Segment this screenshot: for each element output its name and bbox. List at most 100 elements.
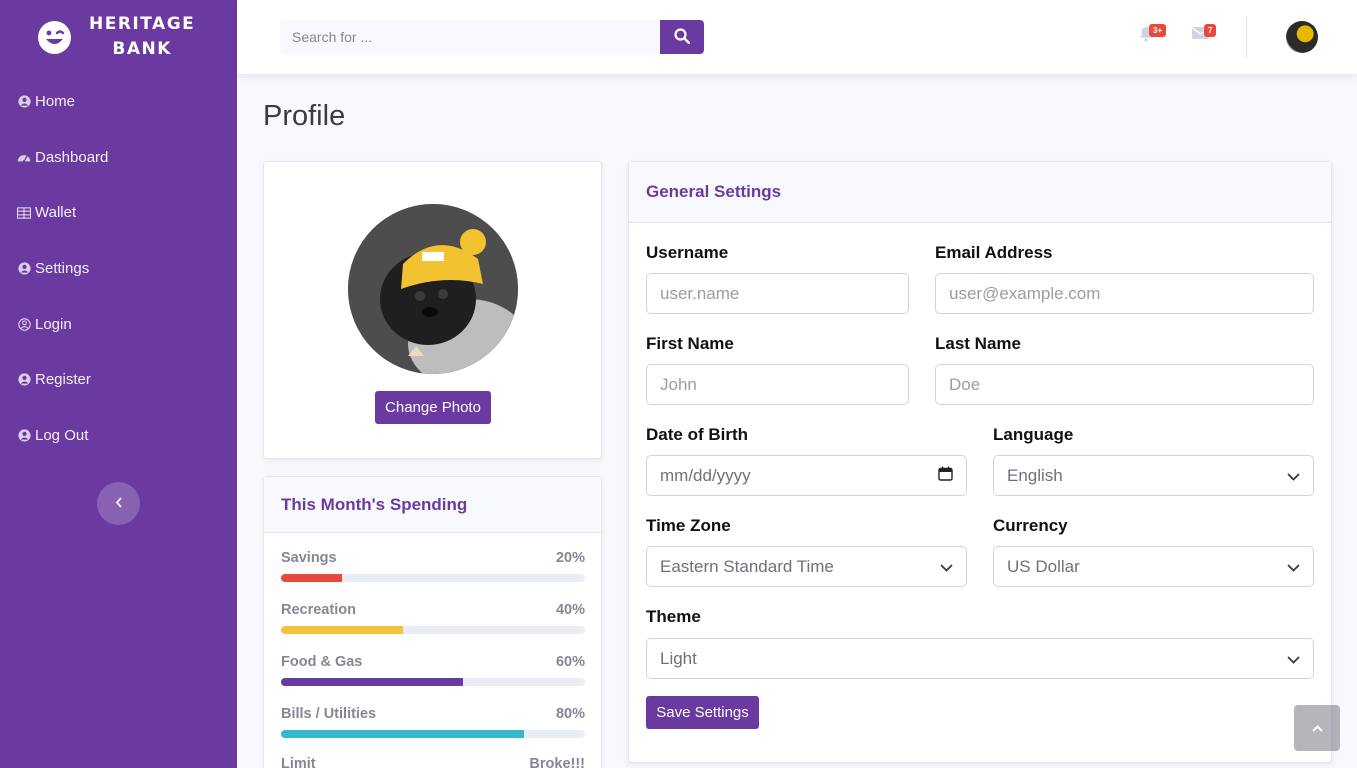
messages-button[interactable]: 7 <box>1192 24 1217 45</box>
spending-label: Food & Gas <box>281 654 363 670</box>
messages-badge: 7 <box>1204 24 1217 37</box>
sidebar-item-label: Wallet <box>35 204 77 222</box>
timezone-value: Eastern Standard Time <box>660 556 834 576</box>
sidebar-item-label: Home <box>35 93 76 111</box>
progress-bar <box>281 678 585 686</box>
spending-value: Broke!!! <box>529 756 585 768</box>
brand-line-2: BANK <box>112 39 172 59</box>
profile-photo-card: Change Photo <box>263 161 602 459</box>
spending-title: This Month's Spending <box>264 477 601 533</box>
topbar: 3+ 7 <box>237 0 1357 74</box>
dob-placeholder: mm/dd/yyyy <box>660 465 751 485</box>
topbar-divider <box>1246 16 1247 58</box>
user-circle-outline-icon <box>17 317 31 331</box>
sidebar-item-register[interactable]: Register <box>0 352 237 408</box>
chevron-up-icon <box>1311 719 1323 737</box>
dob-label: Date of Birth <box>646 425 748 444</box>
progress-bar <box>281 626 585 634</box>
alerts-badge: 3+ <box>1149 24 1167 37</box>
last-name-label: Last Name <box>935 334 1021 353</box>
spending-row: Bills / Utilities 80% <box>281 706 585 738</box>
spending-card: This Month's Spending Savings 20% Recreat… <box>263 476 602 768</box>
spending-label: Savings <box>281 550 337 566</box>
sidebar: HERITAGE BANK Home Dashboard Wallet Sett… <box>0 0 237 768</box>
spending-row: Food & Gas 60% <box>281 654 585 686</box>
theme-value: Light <box>660 648 697 668</box>
chevron-left-icon <box>115 495 123 513</box>
spending-label: Limit <box>281 756 316 768</box>
spending-label: Bills / Utilities <box>281 706 377 722</box>
progress-bar <box>281 730 585 738</box>
sidebar-item-wallet[interactable]: Wallet <box>0 185 237 241</box>
spending-label: Recreation <box>281 602 356 618</box>
currency-label: Currency <box>993 516 1068 535</box>
first-name-field[interactable] <box>646 364 909 405</box>
user-circle-icon <box>17 428 31 442</box>
sidebar-item-login[interactable]: Login <box>0 296 237 352</box>
spending-row: Savings 20% <box>281 550 585 582</box>
sidebar-toggle-button[interactable] <box>97 482 140 525</box>
change-photo-button[interactable]: Change Photo <box>375 391 491 424</box>
sidebar-item-label: Login <box>35 315 72 333</box>
sidebar-item-label: Log Out <box>35 426 89 444</box>
user-circle-icon <box>17 373 31 387</box>
sidebar-item-dashboard[interactable]: Dashboard <box>0 130 237 186</box>
general-settings-card: General Settings Username Email Address … <box>628 161 1332 763</box>
sidebar-item-settings[interactable]: Settings <box>0 241 237 297</box>
alerts-button[interactable]: 3+ <box>1139 24 1167 47</box>
sidebar-item-label: Dashboard <box>35 148 109 166</box>
user-circle-icon <box>17 95 31 109</box>
sidebar-item-logout[interactable]: Log Out <box>0 408 237 464</box>
progress-fill <box>281 730 525 738</box>
search-button[interactable] <box>660 20 704 54</box>
progress-fill <box>281 626 403 634</box>
language-value: English <box>1007 465 1063 485</box>
brand[interactable]: HERITAGE BANK <box>0 0 237 74</box>
profile-photo <box>348 204 518 374</box>
progress-fill <box>281 574 342 582</box>
search-icon <box>674 27 691 47</box>
spending-row: Recreation 40% <box>281 602 585 634</box>
table-icon <box>17 206 31 220</box>
language-select[interactable]: English <box>993 455 1314 496</box>
progress-fill <box>281 678 464 686</box>
username-field[interactable] <box>646 273 909 314</box>
username-label: Username <box>646 243 729 262</box>
settings-title: General Settings <box>629 162 1331 223</box>
save-settings-button[interactable]: Save Settings <box>646 696 759 729</box>
sidebar-item-label: Register <box>35 371 91 389</box>
progress-bar <box>281 574 585 582</box>
avatar[interactable] <box>1286 21 1318 53</box>
spending-value: 80% <box>555 706 585 722</box>
brand-name: HERITAGE BANK <box>89 12 195 62</box>
calendar-icon <box>938 466 953 486</box>
last-name-field[interactable] <box>935 364 1314 405</box>
language-label: Language <box>993 425 1074 444</box>
theme-label: Theme <box>646 607 701 626</box>
sidebar-item-label: Settings <box>35 260 90 278</box>
sidebar-nav: Home Dashboard Wallet Settings Login Reg… <box>0 74 237 463</box>
timezone-select[interactable]: Eastern Standard Time <box>646 546 967 587</box>
spending-value: 40% <box>555 602 585 618</box>
gauge-icon <box>17 150 31 164</box>
timezone-label: Time Zone <box>646 516 731 535</box>
currency-select[interactable]: US Dollar <box>993 546 1314 587</box>
chevron-down-icon <box>1287 557 1300 577</box>
theme-select[interactable]: Light <box>646 638 1314 679</box>
dob-field[interactable]: mm/dd/yyyy <box>646 455 967 496</box>
search-input[interactable] <box>280 20 660 54</box>
email-label: Email Address <box>935 243 1053 262</box>
email-field[interactable] <box>935 273 1314 314</box>
spending-row: Limit Broke!!! <box>281 756 585 768</box>
brand-line-1: HERITAGE <box>89 14 196 34</box>
chevron-down-icon <box>940 557 953 577</box>
chevron-down-icon <box>1287 466 1300 486</box>
chevron-down-icon <box>1287 649 1300 669</box>
user-circle-icon <box>17 262 31 276</box>
currency-value: US Dollar <box>1007 556 1080 576</box>
search-bar <box>280 20 704 54</box>
first-name-label: First Name <box>646 334 734 353</box>
scroll-to-top-button[interactable] <box>1294 705 1340 751</box>
sidebar-item-home[interactable]: Home <box>0 74 237 130</box>
spending-value: 20% <box>555 550 585 566</box>
